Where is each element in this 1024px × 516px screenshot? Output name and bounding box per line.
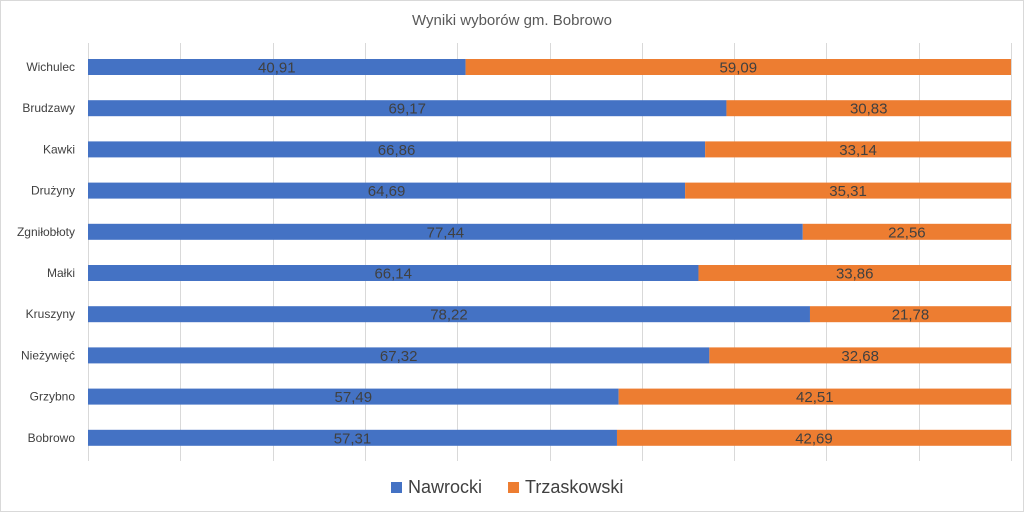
data-label: 77,44 bbox=[427, 224, 465, 241]
data-label: 22,56 bbox=[888, 224, 926, 241]
bar-nawrocki bbox=[88, 265, 699, 281]
legend-label: Nawrocki bbox=[408, 477, 482, 497]
data-label: 42,51 bbox=[796, 389, 834, 406]
category-label: Brudzawy bbox=[22, 101, 75, 115]
bar-trzaskowski bbox=[705, 141, 1011, 158]
bar-trzaskowski bbox=[709, 347, 1011, 364]
data-label: 30,83 bbox=[850, 101, 888, 118]
category-label: Zgniłobłoty bbox=[17, 225, 75, 239]
category-label: Nieżywięć bbox=[21, 348, 75, 362]
bar-nawrocki bbox=[88, 388, 619, 405]
data-label: 42,69 bbox=[795, 430, 833, 447]
bar-trzaskowski bbox=[618, 388, 1011, 405]
bar-nawrocki bbox=[88, 306, 810, 323]
data-label: 57,49 bbox=[335, 389, 373, 406]
bar-nawrocki bbox=[88, 141, 706, 158]
data-label: 66,86 bbox=[378, 142, 416, 159]
data-label: 33,86 bbox=[836, 266, 874, 283]
data-label: 64,69 bbox=[368, 183, 406, 200]
chart-title: Wyniki wyborów gm. Bobrowo bbox=[412, 12, 612, 29]
data-label: 21,78 bbox=[892, 307, 930, 324]
bar-trzaskowski bbox=[616, 429, 1011, 446]
legend-label: Trzaskowski bbox=[525, 477, 623, 497]
data-label: 33,14 bbox=[839, 142, 877, 159]
data-label: 40,91 bbox=[258, 60, 296, 77]
category-label: Drużyny bbox=[31, 184, 75, 198]
bar-trzaskowski bbox=[465, 59, 1011, 75]
data-labels: 40,91 59,09 69,17 30,83 66,86 33,14 64,69 35,31… bbox=[258, 60, 929, 448]
bar-nawrocki bbox=[88, 347, 710, 364]
bar-nawrocki bbox=[88, 182, 686, 199]
bar-trzaskowski bbox=[802, 223, 1011, 240]
data-label: 78,22 bbox=[430, 307, 468, 324]
category-label: Kawki bbox=[43, 142, 75, 156]
bar-nawrocki bbox=[88, 100, 727, 117]
category-label: Kruszyny bbox=[26, 307, 75, 321]
bar-trzaskowski bbox=[809, 306, 1011, 323]
bar-trzaskowski bbox=[726, 100, 1011, 117]
bar-trzaskowski bbox=[698, 265, 1011, 281]
category-labels: Wichulec Brudzawy Kawki Drużyny Zgniłobłoty M… bbox=[17, 60, 75, 445]
data-label: 59,09 bbox=[720, 60, 758, 77]
legend: Nawrocki Trzaskowski bbox=[391, 477, 623, 497]
data-label: 69,17 bbox=[388, 101, 426, 118]
category-label: Grzybno bbox=[30, 390, 76, 404]
bar-nawrocki bbox=[88, 429, 617, 446]
data-label: 32,68 bbox=[841, 348, 879, 365]
legend-swatch bbox=[508, 482, 520, 493]
legend-swatch bbox=[391, 482, 402, 493]
data-label: 67,32 bbox=[380, 348, 418, 365]
category-label: Małki bbox=[47, 266, 75, 280]
category-label: Wichulec bbox=[26, 60, 75, 74]
data-label: 35,31 bbox=[829, 183, 867, 200]
data-label: 57,31 bbox=[334, 430, 372, 447]
bar-nawrocki bbox=[88, 59, 466, 75]
data-label: 66,14 bbox=[374, 266, 412, 283]
category-label: Bobrowo bbox=[28, 431, 76, 445]
bar-trzaskowski bbox=[685, 182, 1011, 199]
bar-nawrocki bbox=[88, 223, 803, 240]
bars bbox=[88, 59, 1011, 446]
